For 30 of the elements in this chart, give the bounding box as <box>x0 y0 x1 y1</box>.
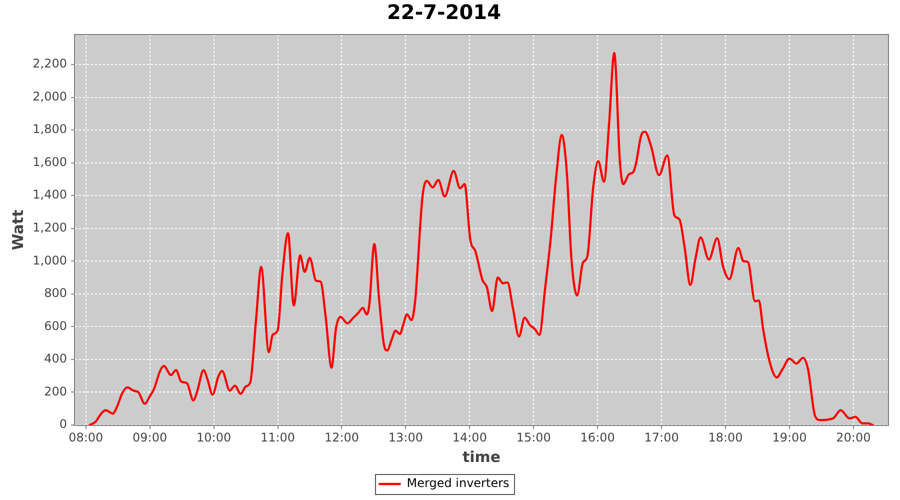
y-tick-label: 800 <box>44 286 67 300</box>
y-tick-label: 1,200 <box>32 220 67 234</box>
y-tick-label: 1,800 <box>32 122 67 136</box>
x-tick-label: 20:00 <box>836 430 871 444</box>
x-tick-label: 09:00 <box>132 430 168 444</box>
x-tick-label: 10:00 <box>196 430 232 444</box>
line-series <box>88 52 874 425</box>
x-tick-label: 08:00 <box>68 430 104 444</box>
x-axis-title: time <box>462 448 501 466</box>
y-tick-label: 2,000 <box>32 89 67 104</box>
y-tick-label: 200 <box>44 384 67 398</box>
y-tick-label: 1,400 <box>32 188 67 202</box>
x-tick-label: 17:00 <box>644 430 679 444</box>
x-tick-label: 15:00 <box>516 430 551 444</box>
x-tick-label: 19:00 <box>772 430 807 444</box>
legend-label: Merged inverters <box>406 476 510 490</box>
chart-title: 22-7-2014 <box>386 0 502 24</box>
y-axis-title: Watt <box>8 210 27 250</box>
y-tick-label: 0 <box>59 417 67 432</box>
x-tick-label: 11:00 <box>260 430 296 444</box>
x-tick-label: 13:00 <box>388 430 423 444</box>
y-tick-label: 1,000 <box>32 253 67 268</box>
x-tick-label: 16:00 <box>580 430 615 444</box>
x-tick-label: 14:00 <box>452 430 487 444</box>
y-tick-label: 2,200 <box>32 56 67 71</box>
x-tick-label: 12:00 <box>324 430 360 444</box>
x-tick-label: 18:00 <box>708 430 743 444</box>
y-tick-label: 600 <box>44 318 67 333</box>
y-tick-label: 1,600 <box>32 154 67 169</box>
y-tick-label: 400 <box>44 352 67 366</box>
